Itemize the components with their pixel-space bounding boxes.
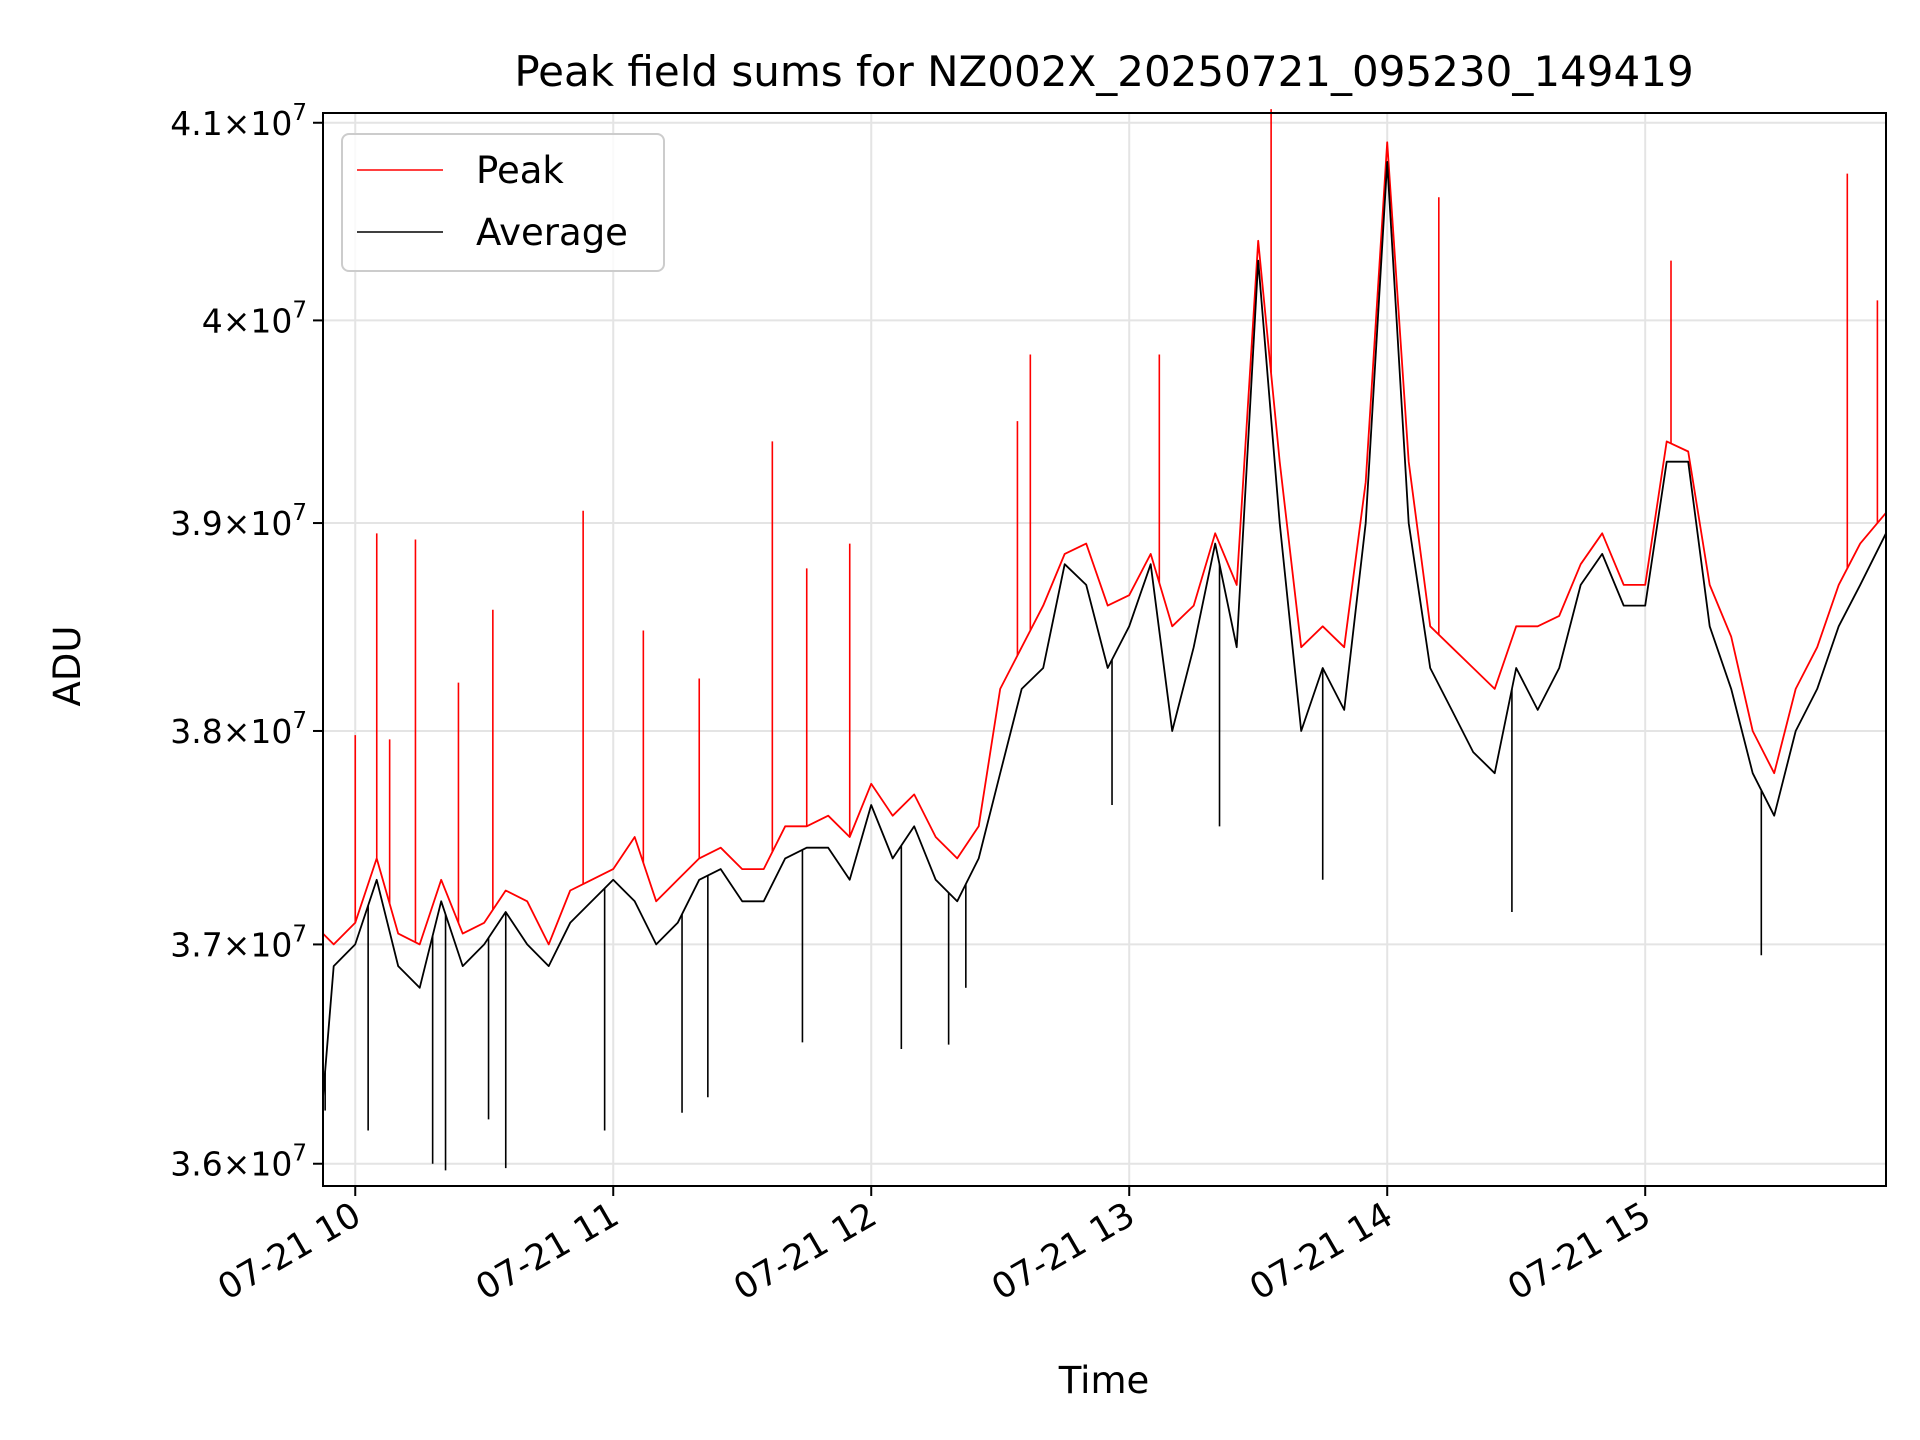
series-layer (322, 109, 1887, 1171)
chart-title: Peak field sums for NZ002X_20250721_0952… (514, 47, 1693, 96)
y-tick-label: 3.7×107 (170, 921, 307, 964)
series-line-peak (322, 141, 1887, 946)
legend: Peak Average (341, 133, 665, 272)
y-tick-label: 3.9×107 (170, 500, 307, 543)
y-tick-label: 3.8×107 (170, 708, 307, 751)
plot-frame (322, 112, 1887, 1187)
y-tick-label: 4.1×107 (170, 100, 307, 143)
x-axis-label: Time (1058, 1359, 1150, 1402)
series-line-average (322, 160, 1887, 1098)
y-tick-label: 3.6×107 (170, 1141, 307, 1184)
y-axis-label: ADU (46, 626, 89, 707)
y-tick-label: 4×107 (202, 297, 307, 340)
legend-label-peak: Peak (476, 149, 564, 192)
legend-label-average: Average (476, 211, 628, 254)
legend-box (341, 133, 665, 272)
